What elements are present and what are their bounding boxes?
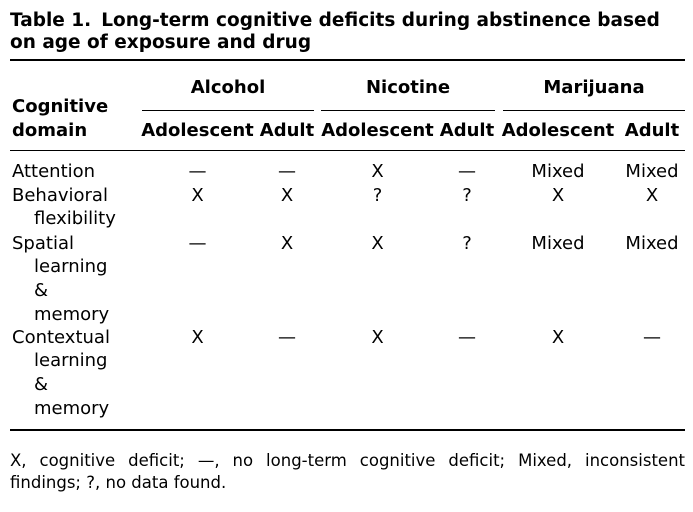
row-domain-spatial-line2: learning <box>34 256 108 277</box>
table-cell: — <box>458 161 476 182</box>
column-group-nicotine: Nicotine <box>365 77 451 98</box>
column-header-marijuana-adult: Adult <box>624 120 680 141</box>
column-group-alcohol: Alcohol <box>190 77 266 98</box>
spanner-line-marijuana <box>503 110 685 111</box>
row-domain-contextual-line2: learning <box>34 350 108 371</box>
row-domain-spatial-line4: memory <box>34 304 110 325</box>
spanner-line-nicotine <box>321 110 495 111</box>
table-cell: — <box>278 161 296 182</box>
table-cell: ? <box>462 185 472 206</box>
row-domain-behavioral-line1: Behavioral <box>12 185 108 206</box>
table-cell: X <box>371 161 384 182</box>
table-label: Table 1. <box>10 10 92 31</box>
table-title: Long-term cognitive deficits during abst… <box>10 10 660 53</box>
row-domain-contextual-line1: Contextual <box>12 327 110 348</box>
row-domain-attention: Attention <box>12 161 96 182</box>
row-domain-behavioral-line2: flexibility <box>34 208 116 229</box>
spanner-line-alcohol <box>142 110 314 111</box>
table-cell: Mixed <box>531 161 585 182</box>
table-cell: X <box>551 327 565 348</box>
table-cell: — <box>643 327 661 348</box>
table-cell: Mixed <box>531 233 585 254</box>
table-cell: ? <box>462 233 472 254</box>
table-cell: Mixed <box>625 161 679 182</box>
table-cell: ? <box>372 185 383 206</box>
table-cell: X <box>551 185 565 206</box>
table-cell: — <box>188 161 207 182</box>
column-header-nicotine-adolescent: Adolescent <box>321 120 434 141</box>
column-header-nicotine-adult: Adult <box>439 120 495 141</box>
table-cell: X <box>280 185 294 206</box>
table-cell: X <box>371 233 384 254</box>
table-caption: Table 1. Long-term cognitive deficits dur… <box>10 10 685 54</box>
row-header-label-line1: Cognitive <box>12 96 109 117</box>
table-cell: X <box>191 185 204 206</box>
row-domain-contextual-line3: & <box>34 374 49 395</box>
bottom-rule <box>10 429 685 431</box>
column-header-marijuana-adolescent: Adolescent <box>501 120 615 141</box>
column-header-alcohol-adult: Adult <box>259 120 315 141</box>
table-footnote: X, cognitive deficit; —, no long-term co… <box>10 451 685 492</box>
row-domain-contextual-line4: memory <box>34 398 110 419</box>
table-cell: X <box>191 327 204 348</box>
column-header-alcohol-adolescent: Adolescent <box>141 120 254 141</box>
table-cell: — <box>188 233 207 254</box>
table-cell: X <box>371 327 384 348</box>
top-rule <box>10 59 685 61</box>
table-cell: — <box>278 327 296 348</box>
table-cell: X <box>280 233 294 254</box>
header-rule <box>10 150 685 151</box>
row-domain-spatial-line1: Spatial <box>12 233 74 254</box>
table-cell: Mixed <box>625 233 679 254</box>
row-domain-spatial-line3: & <box>34 280 49 301</box>
table-cell: X <box>645 185 659 206</box>
table-cell: — <box>458 327 476 348</box>
row-header-label-line2: domain <box>12 120 88 141</box>
column-group-marijuana: Marijuana <box>543 77 645 98</box>
